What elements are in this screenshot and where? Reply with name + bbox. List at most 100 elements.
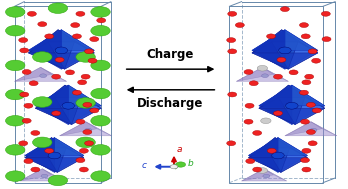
Polygon shape — [259, 85, 292, 106]
Circle shape — [76, 137, 95, 148]
Circle shape — [41, 174, 48, 178]
Polygon shape — [272, 30, 298, 42]
Polygon shape — [52, 138, 84, 158]
Polygon shape — [60, 122, 97, 136]
Polygon shape — [15, 67, 52, 81]
Circle shape — [301, 158, 309, 163]
Circle shape — [6, 89, 25, 100]
Polygon shape — [259, 97, 295, 125]
Polygon shape — [278, 138, 307, 156]
Polygon shape — [35, 85, 68, 125]
Circle shape — [78, 80, 87, 85]
Circle shape — [308, 141, 317, 146]
Circle shape — [6, 171, 25, 181]
Circle shape — [31, 131, 40, 135]
Polygon shape — [41, 67, 66, 81]
Circle shape — [322, 37, 331, 42]
Polygon shape — [236, 67, 288, 81]
Polygon shape — [29, 53, 94, 69]
Polygon shape — [252, 30, 282, 53]
Circle shape — [227, 38, 236, 43]
Circle shape — [6, 26, 25, 36]
Text: b: b — [188, 159, 193, 167]
Circle shape — [48, 3, 68, 13]
Circle shape — [279, 47, 291, 54]
Circle shape — [24, 159, 33, 163]
Circle shape — [97, 18, 106, 23]
Polygon shape — [57, 148, 84, 172]
Circle shape — [301, 34, 310, 39]
Circle shape — [76, 98, 95, 108]
Circle shape — [20, 48, 29, 53]
Circle shape — [249, 81, 258, 86]
Circle shape — [289, 70, 298, 75]
Polygon shape — [35, 97, 72, 125]
Polygon shape — [55, 85, 81, 97]
Circle shape — [280, 7, 290, 12]
Polygon shape — [20, 169, 65, 181]
Polygon shape — [266, 138, 290, 148]
Polygon shape — [25, 138, 84, 158]
Circle shape — [83, 130, 92, 134]
Polygon shape — [54, 138, 84, 172]
Circle shape — [257, 168, 268, 173]
Circle shape — [321, 11, 330, 16]
Circle shape — [62, 102, 74, 109]
Circle shape — [90, 108, 99, 113]
Polygon shape — [35, 85, 68, 106]
Polygon shape — [42, 169, 65, 181]
Circle shape — [274, 111, 283, 116]
Circle shape — [24, 103, 33, 108]
Polygon shape — [248, 158, 307, 172]
Circle shape — [228, 11, 237, 16]
Circle shape — [76, 119, 85, 124]
Circle shape — [302, 167, 311, 172]
Polygon shape — [295, 97, 325, 125]
Polygon shape — [259, 108, 325, 125]
Circle shape — [311, 58, 321, 63]
Circle shape — [20, 92, 29, 97]
Circle shape — [88, 58, 97, 63]
Text: Discharge: Discharge — [137, 97, 204, 110]
Circle shape — [85, 141, 94, 146]
Polygon shape — [288, 42, 318, 69]
Polygon shape — [68, 85, 101, 125]
Polygon shape — [288, 85, 325, 108]
Polygon shape — [279, 97, 305, 125]
Circle shape — [244, 70, 253, 74]
Polygon shape — [25, 148, 57, 172]
Circle shape — [302, 80, 311, 85]
Polygon shape — [278, 138, 307, 172]
Circle shape — [228, 49, 237, 54]
Polygon shape — [61, 30, 94, 50]
Polygon shape — [55, 97, 81, 125]
Circle shape — [45, 148, 54, 153]
Polygon shape — [259, 85, 288, 108]
Circle shape — [302, 148, 311, 153]
Polygon shape — [35, 85, 65, 108]
Circle shape — [19, 38, 28, 43]
Circle shape — [227, 141, 236, 146]
Circle shape — [76, 52, 95, 62]
Polygon shape — [285, 122, 322, 136]
Polygon shape — [281, 148, 307, 172]
Circle shape — [48, 175, 68, 186]
Circle shape — [91, 7, 110, 17]
Circle shape — [55, 47, 68, 54]
Polygon shape — [25, 138, 54, 156]
Circle shape — [91, 26, 110, 36]
Polygon shape — [29, 30, 58, 53]
Circle shape — [170, 165, 178, 169]
Polygon shape — [25, 138, 54, 172]
Polygon shape — [262, 67, 288, 81]
Circle shape — [76, 158, 85, 163]
Polygon shape — [252, 42, 288, 69]
Circle shape — [91, 145, 110, 155]
Circle shape — [79, 148, 88, 153]
Polygon shape — [279, 85, 305, 97]
Polygon shape — [35, 85, 101, 108]
Polygon shape — [264, 169, 287, 181]
Circle shape — [72, 34, 81, 39]
Polygon shape — [248, 138, 275, 158]
Circle shape — [71, 23, 80, 28]
